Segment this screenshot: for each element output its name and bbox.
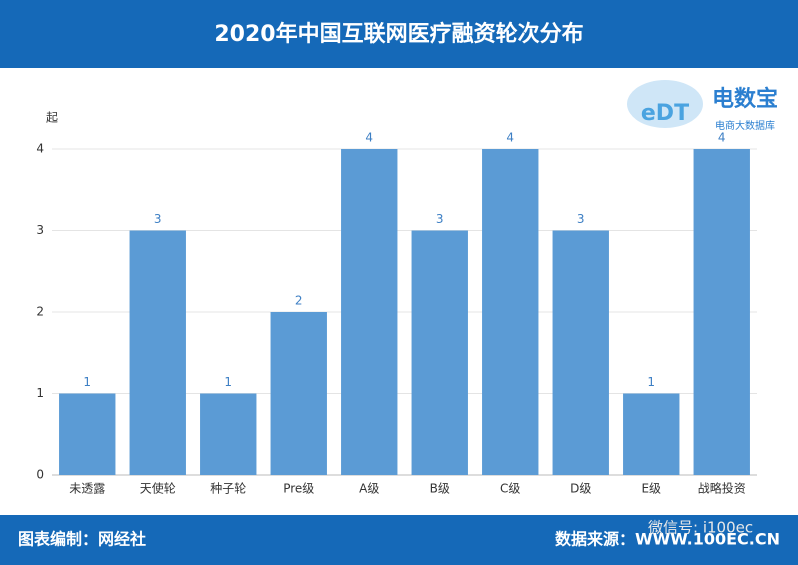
data-label: 4 (506, 131, 514, 145)
logo-tagline: 电商大数据库 (715, 119, 775, 132)
y-tick-label: 1 (36, 386, 44, 400)
y-tick-label: 0 (36, 468, 44, 482)
bar (59, 393, 116, 475)
data-label: 1 (647, 375, 655, 389)
x-tick-label: Pre级 (283, 482, 314, 496)
x-tick-label: E级 (641, 482, 661, 496)
bar (129, 230, 186, 475)
data-label: 3 (154, 212, 162, 226)
bar (270, 312, 327, 475)
y-tick-label: 4 (36, 142, 44, 156)
data-label: 3 (577, 212, 585, 226)
header-bar (0, 0, 798, 68)
bar (411, 230, 468, 475)
x-tick-label: 战略投资 (698, 481, 746, 496)
data-label: 4 (365, 131, 373, 145)
logo-name: 电数宝 (712, 86, 778, 112)
bar (482, 149, 539, 475)
footer-left: 图表编制：网经社 (18, 530, 146, 549)
logo: eDT 电数宝 电商大数据库 (627, 80, 778, 132)
x-tick-label: B级 (430, 482, 450, 496)
x-tick-label: D级 (570, 482, 591, 496)
bar (693, 149, 750, 475)
x-tick-label: 天使轮 (140, 481, 176, 496)
bar (341, 149, 398, 475)
x-tick-label: 未透露 (69, 482, 105, 496)
watermark: 微信号: i100ec (648, 519, 753, 537)
x-tick-label: A级 (359, 482, 379, 496)
data-label: 3 (436, 212, 444, 226)
chart-title: 2020年中国互联网医疗融资轮次分布 (214, 21, 583, 47)
data-label: 1 (83, 375, 91, 389)
data-label: 1 (224, 375, 232, 389)
x-tick-label: C级 (500, 482, 520, 496)
x-tick-label: 种子轮 (210, 482, 246, 496)
logo-cloud (627, 80, 703, 128)
footer-bar (0, 515, 798, 565)
bar (552, 230, 609, 475)
data-label: 2 (295, 294, 303, 308)
y-axis-label: 起 (46, 111, 58, 125)
bar (200, 393, 257, 475)
y-tick-label: 2 (36, 305, 44, 319)
data-label: 4 (718, 131, 726, 145)
footer-right: 数据来源：WWW.100EC.CN (555, 530, 780, 549)
bar (623, 393, 680, 475)
y-tick-label: 3 (36, 223, 44, 237)
logo-mark: eDT (641, 101, 689, 126)
